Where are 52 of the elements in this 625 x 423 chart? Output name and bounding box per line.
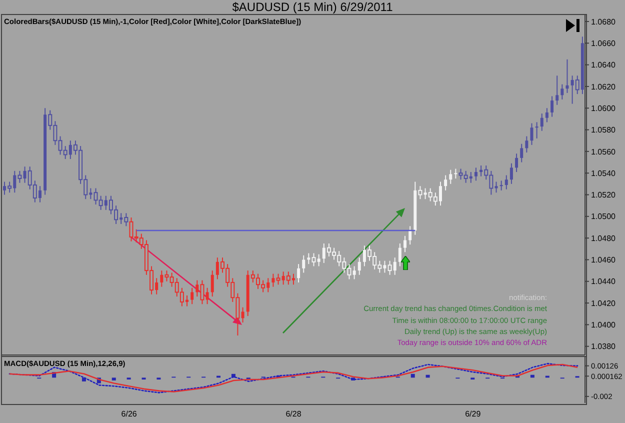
candlestick — [297, 264, 300, 283]
y-tick-label: 1.0440 — [591, 277, 616, 286]
y-tick-label: 1.0460 — [591, 256, 616, 265]
y-tick-label: 1.0580 — [591, 126, 616, 135]
candlestick — [500, 180, 503, 191]
y-tick-label: 1.0540 — [591, 168, 616, 178]
candlestick — [210, 270, 214, 298]
candlestick — [272, 273, 275, 288]
candlestick — [535, 122, 538, 139]
x-tick-label: 6/29 — [465, 410, 482, 419]
candlestick — [474, 167, 478, 182]
chart-title: $AUDUSD (15 Min) 6/29/2011 — [232, 0, 394, 14]
candlestick — [307, 252, 310, 265]
candlestick — [530, 122, 534, 146]
candlestick — [525, 136, 528, 154]
candlestick — [404, 235, 407, 253]
candlestick — [494, 181, 498, 194]
candlestick — [560, 84, 564, 100]
candlestick — [358, 257, 361, 276]
y-tick-label: 1.0380 — [591, 342, 616, 352]
y-tick-label: 1.0480 — [591, 234, 616, 243]
candlestick — [515, 153, 518, 173]
candlestick — [556, 75, 559, 106]
y-tick-label: 1.0560 — [591, 147, 616, 156]
y-tick-label: 1.0660 — [591, 38, 616, 48]
candlestick — [566, 58, 569, 94]
y-tick-label: 1.0600 — [591, 104, 616, 113]
candlestick — [398, 242, 402, 267]
candlestick — [352, 266, 356, 280]
candlestick — [510, 162, 513, 184]
candlestick — [190, 287, 194, 305]
candlestick — [444, 174, 448, 191]
candlestick — [206, 287, 209, 305]
y-tick-label: 1.0400 — [591, 320, 616, 330]
y-tick-label: 1.0620 — [591, 82, 616, 92]
candlestick — [504, 174, 508, 190]
y-tick-label: 1.0500 — [591, 212, 616, 222]
candlestick — [520, 143, 524, 163]
y-tick-label: 1.0520 — [591, 190, 616, 200]
y-tick-label: 1.0640 — [591, 60, 616, 70]
candlestick — [302, 254, 306, 274]
candlestick — [449, 169, 452, 184]
x-tick-label: 6/28 — [286, 410, 302, 419]
candlestick — [408, 226, 412, 246]
candlestick — [454, 168, 458, 180]
y-tick-label: 1.0420 — [591, 298, 616, 308]
y-tick-label: 1.0680 — [591, 17, 616, 26]
candlestick — [241, 306, 244, 324]
candlestick — [540, 113, 544, 132]
candlestick — [545, 108, 548, 123]
x-tick-label: 6/26 — [121, 410, 138, 419]
candlestick — [550, 96, 554, 118]
